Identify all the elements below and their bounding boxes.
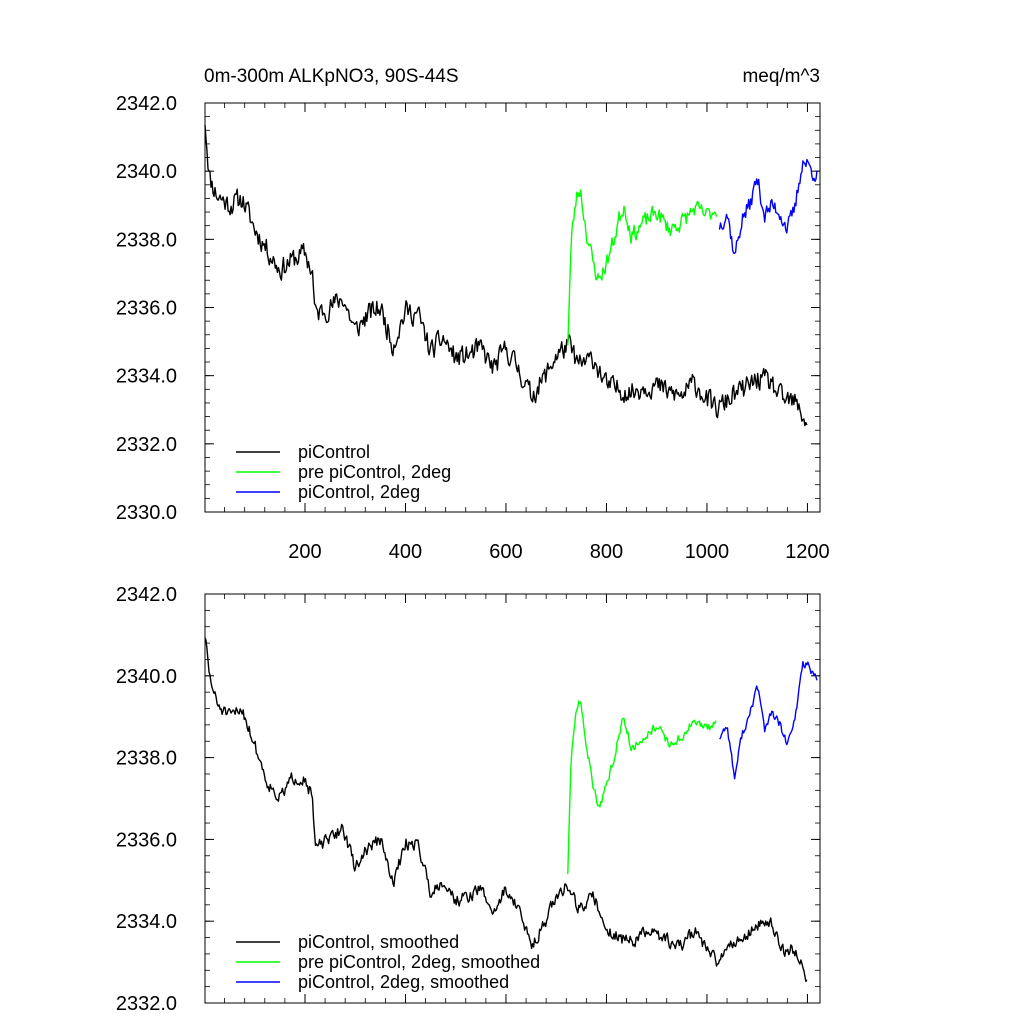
y-tick-label: 2332.0 <box>116 993 177 1015</box>
x-tick-label: 400 <box>389 541 422 563</box>
top-panel: 0m-300m ALKpNO3, 90S-44S meq/m^3 2330.02… <box>116 66 830 563</box>
top-y-tick-labels: 2330.0 2332.0 2334.0 2336.0 2338.0 2340.0 2342… <box>116 93 177 524</box>
bottom-plot-frame <box>204 593 821 1004</box>
bottom-axis-ticks <box>205 593 820 1004</box>
top-x-tick-labels: 200 400 600 800 1000 1200 <box>288 541 829 563</box>
series-line-pre-picontrol-2deg <box>567 189 718 346</box>
top-axis-ticks <box>205 102 820 513</box>
series-line-picontrol-2deg <box>718 158 818 255</box>
y-tick-label: 2336.0 <box>116 298 177 320</box>
y-tick-label: 2342.0 <box>116 584 177 606</box>
y-tick-label: 2340.0 <box>116 161 177 183</box>
y-tick-label: 2332.0 <box>116 434 177 456</box>
y-tick-label: 2334.0 <box>116 366 177 388</box>
legend-label-pre-picontrol-2deg-smoothed: pre piControl, 2deg, smoothed <box>298 952 540 972</box>
series-line-picontrol-smoothed <box>204 637 808 983</box>
bottom-panel: 2332.0 2334.0 2336.0 2338.0 2340.0 2342.0 piC… <box>116 584 821 1015</box>
x-tick-label: 600 <box>489 541 522 563</box>
series-line-pre-picontrol-2deg-smoothed <box>567 700 717 875</box>
top-chart-title: 0m-300m ALKpNO3, 90S-44S <box>204 66 459 87</box>
top-chart-units: meq/m^3 <box>742 66 820 87</box>
y-tick-label: 2342.0 <box>116 93 177 115</box>
legend-label-picontrol-smoothed: piControl, smoothed <box>298 932 459 952</box>
legend-label-picontrol-2deg: piControl, 2deg <box>298 482 420 502</box>
y-tick-label: 2340.0 <box>116 666 177 688</box>
x-tick-label: 1200 <box>785 541 830 563</box>
x-tick-label: 200 <box>288 541 321 563</box>
y-tick-label: 2338.0 <box>116 229 177 251</box>
legend-label-picontrol: piControl <box>298 442 370 462</box>
series-line-picontrol <box>204 125 808 427</box>
x-tick-label: 1000 <box>685 541 730 563</box>
x-tick-label: 800 <box>590 541 623 563</box>
series-line-picontrol-2deg-smoothed <box>719 661 818 780</box>
y-tick-label: 2336.0 <box>116 829 177 851</box>
y-tick-label: 2330.0 <box>116 502 177 524</box>
y-tick-label: 2338.0 <box>116 748 177 770</box>
legend-label-picontrol-2deg-smoothed: piControl, 2deg, smoothed <box>298 972 509 992</box>
top-series-lines <box>204 125 818 427</box>
bottom-series-lines <box>204 637 818 983</box>
y-tick-label: 2334.0 <box>116 911 177 933</box>
bottom-y-tick-labels: 2332.0 2334.0 2336.0 2338.0 2340.0 2342.0 <box>116 584 177 1015</box>
legend-label-pre-picontrol-2deg: pre piControl, 2deg <box>298 462 451 482</box>
